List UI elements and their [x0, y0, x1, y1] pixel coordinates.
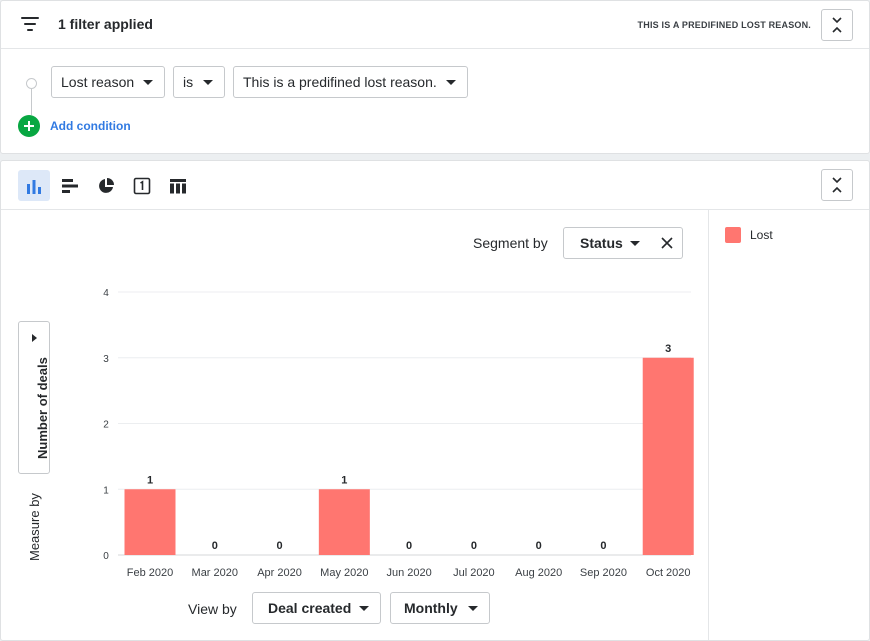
- data-label: 1: [341, 474, 347, 486]
- plus-icon: [24, 121, 34, 131]
- add-condition-button[interactable]: [18, 115, 40, 137]
- condition-value-value: This is a predifined lost reason.: [243, 74, 437, 90]
- close-icon: [660, 237, 673, 249]
- data-label: 0: [406, 540, 412, 552]
- y-tick-label: 2: [103, 420, 109, 431]
- collapse-icon: [832, 177, 842, 193]
- view-by-field-value: Deal created: [268, 600, 352, 616]
- bar[interactable]: [318, 489, 370, 555]
- x-tick-label: Jul 2020: [453, 567, 495, 579]
- legend-swatch: [725, 227, 741, 243]
- chevron-down-icon: [468, 606, 478, 611]
- chevron-down-icon: [203, 80, 213, 85]
- filter-title: 1 filter applied: [58, 16, 153, 32]
- y-tick-label: 1: [103, 485, 109, 496]
- bar-chart: 0 1 2 3 4 1 Feb 2020 0 Mar 2020 0 Apr 2020 1 May 202…: [103, 288, 694, 579]
- chevron-down-icon: [359, 606, 369, 611]
- table-icon: [170, 178, 186, 193]
- data-label: 0: [471, 540, 477, 552]
- view-by-interval-select[interactable]: Monthly: [390, 592, 490, 624]
- filter-header: 1 filter applied This is a predifined lo…: [1, 1, 869, 49]
- x-tick-label: Mar 2020: [192, 567, 238, 579]
- collapse-chart-button[interactable]: [821, 169, 853, 201]
- data-label: 3: [665, 343, 671, 355]
- clear-segment-button[interactable]: [651, 227, 683, 259]
- bar-chart-icon: [27, 179, 41, 194]
- condition-field-value: Lost reason: [61, 74, 135, 90]
- scorecard-icon: [133, 177, 151, 194]
- filter-panel: 1 filter applied This is a predifined lo…: [0, 0, 870, 154]
- add-condition-link[interactable]: Add condition: [50, 119, 131, 133]
- view-by-field-select[interactable]: Deal created: [252, 592, 381, 624]
- segment-by-label: Segment by: [473, 235, 548, 251]
- chevron-down-icon: [446, 80, 456, 85]
- x-tick-label: May 2020: [320, 567, 368, 579]
- data-label: 0: [212, 540, 218, 552]
- view-by-label: View by: [188, 601, 237, 617]
- condition-value-select[interactable]: This is a predifined lost reason.: [233, 66, 468, 98]
- chevron-right-icon: [32, 334, 37, 342]
- legend: Lost: [708, 210, 869, 640]
- data-label: 0: [536, 540, 542, 552]
- horizontal-bar-chart-button[interactable]: [54, 170, 86, 201]
- chevron-down-icon: [143, 80, 153, 85]
- bar[interactable]: [642, 357, 694, 555]
- data-label: 0: [600, 540, 606, 552]
- bar[interactable]: [124, 489, 176, 555]
- x-tick-label: Oct 2020: [646, 567, 691, 579]
- chart-type-toolbar: [1, 161, 869, 210]
- x-tick-label: Feb 2020: [127, 567, 173, 579]
- condition-operator-select[interactable]: is: [173, 66, 225, 98]
- legend-item-lost[interactable]: Lost: [725, 227, 773, 243]
- measure-by-select[interactable]: Number of deals: [18, 321, 50, 474]
- x-tick-label: Aug 2020: [515, 567, 562, 579]
- data-label: 0: [276, 540, 282, 552]
- y-tick-label: 3: [103, 354, 109, 365]
- y-tick-label: 0: [103, 551, 109, 562]
- filter-summary: This is a predifined lost reason.: [637, 20, 811, 30]
- view-by-interval-value: Monthly: [404, 600, 458, 616]
- condition-connector: [31, 89, 32, 115]
- collapse-icon: [832, 17, 842, 33]
- condition-operator-value: is: [183, 74, 194, 90]
- table-view-button[interactable]: [162, 170, 194, 201]
- condition-dot: [26, 78, 37, 89]
- chart-panel: Lost Segment by Status Number of deals M…: [0, 160, 870, 641]
- pie-chart-icon: [99, 177, 114, 193]
- pie-chart-button[interactable]: [90, 170, 122, 201]
- x-tick-label: Jun 2020: [386, 567, 431, 579]
- condition-field-select[interactable]: Lost reason: [51, 66, 165, 98]
- horizontal-bar-chart-icon: [62, 178, 78, 193]
- chevron-down-icon: [630, 241, 640, 246]
- filter-icon[interactable]: [21, 17, 39, 31]
- collapse-filter-button[interactable]: [821, 9, 853, 41]
- bar-chart-button[interactable]: [18, 170, 50, 201]
- y-tick-label: 4: [103, 288, 109, 299]
- segment-by-value: Status: [580, 235, 623, 251]
- data-label: 1: [147, 474, 153, 486]
- scorecard-button[interactable]: [126, 170, 158, 201]
- x-tick-label: Apr 2020: [257, 567, 302, 579]
- x-tick-label: Sep 2020: [580, 567, 627, 579]
- legend-label: Lost: [750, 228, 773, 242]
